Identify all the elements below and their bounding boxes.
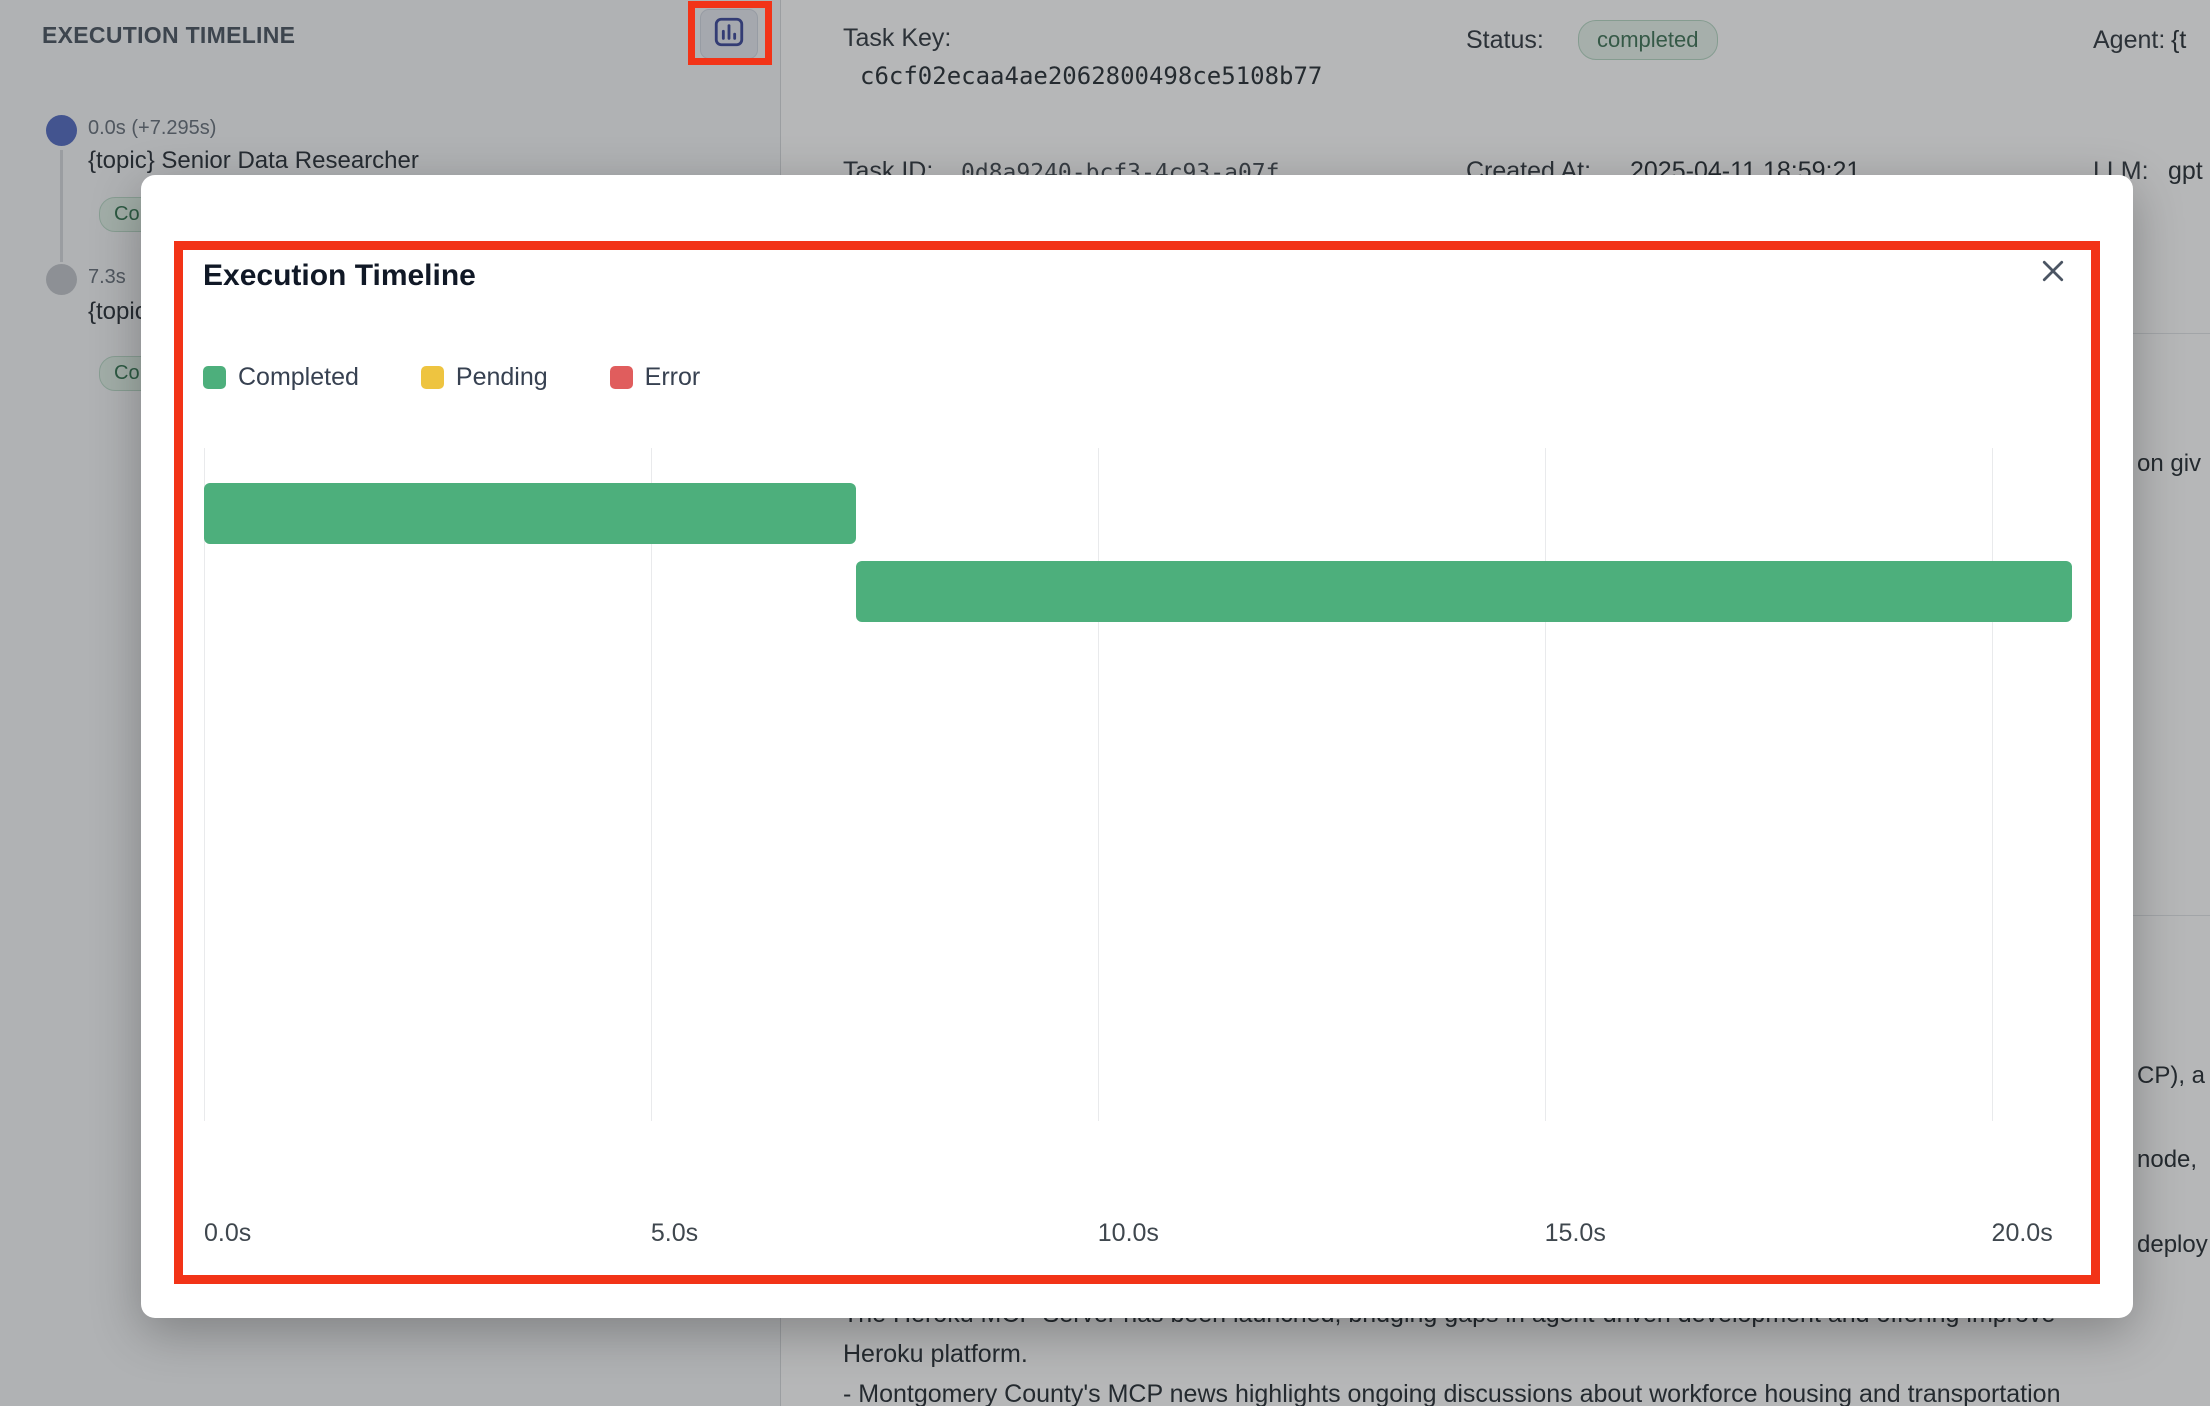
background-text-fragment: deploy <box>2137 1231 2208 1258</box>
timeline-entry-time: 7.3s <box>88 266 126 288</box>
legend-swatch <box>203 366 226 389</box>
x-tick-label: 15.0s <box>1544 1219 1606 1247</box>
agent-label: Agent: <box>2093 26 2166 54</box>
sidebar-title: EXECUTION TIMELINE <box>42 22 296 48</box>
task-output-line: - Montgomery County's MCP news highlight… <box>843 1380 2061 1406</box>
chart-legend: Completed Pending Error <box>203 363 700 392</box>
llm-value: gpt <box>2168 157 2203 185</box>
agent-value: {t <box>2171 26 2187 54</box>
gridline <box>650 448 652 1121</box>
timeline-entry-time: 0.0s (+7.295s) <box>88 117 217 139</box>
gridline <box>1544 448 1546 1121</box>
x-tick-label: 0.0s <box>204 1219 252 1247</box>
legend-swatch <box>420 366 444 389</box>
close-icon <box>2038 256 2068 291</box>
legend-swatch <box>609 366 633 389</box>
x-axis: 0.0s 5.0s 10.0s 15.0s 20.0s <box>204 1219 2072 1253</box>
background-text-fragment: node, <box>2137 1146 2198 1173</box>
legend-item-completed[interactable]: Completed <box>203 363 359 392</box>
timeline-node-dot <box>46 115 77 146</box>
x-tick-label: 20.0s <box>1991 1219 2053 1247</box>
legend-item-error[interactable]: Error <box>609 363 701 392</box>
task-output-line: Heroku platform. <box>843 1340 1028 1368</box>
timeline-node-dot <box>46 264 77 295</box>
timeline-entry-title[interactable]: {topic} Senior Data Researcher <box>88 147 419 174</box>
legend-item-pending[interactable]: Pending <box>420 363 548 392</box>
legend-label: Error <box>644 363 701 391</box>
gantt-plot <box>204 448 2072 1121</box>
x-tick-label: 10.0s <box>1097 1219 1159 1247</box>
gantt-bar-row-1[interactable] <box>204 483 857 544</box>
background-text-fragment: on giv <box>2137 450 2202 477</box>
legend-label: Pending <box>455 363 548 391</box>
task-key-value: c6cf02ecaa4ae2062800498ce5108b77 <box>860 62 1323 90</box>
execution-timeline-modal: Execution Timeline Completed Pending Error… <box>141 175 2133 1318</box>
legend-label: Completed <box>238 363 359 391</box>
x-tick-label: 5.0s <box>650 1219 699 1247</box>
gridline <box>204 448 205 1121</box>
gantt-bar-row-2[interactable] <box>856 561 2072 622</box>
timeline-connector-line <box>60 150 63 262</box>
gridline <box>1991 448 1993 1121</box>
background-text-fragment: CP), a <box>2137 1062 2206 1089</box>
gridline <box>1097 448 1099 1121</box>
modal-title: Execution Timeline <box>203 259 476 292</box>
status-badge: completed <box>1578 20 1718 60</box>
bar-chart-icon <box>712 15 746 54</box>
status-label: Status: <box>1466 26 1544 54</box>
close-button[interactable] <box>2031 251 2075 295</box>
task-key-label: Task Key: <box>843 24 952 52</box>
